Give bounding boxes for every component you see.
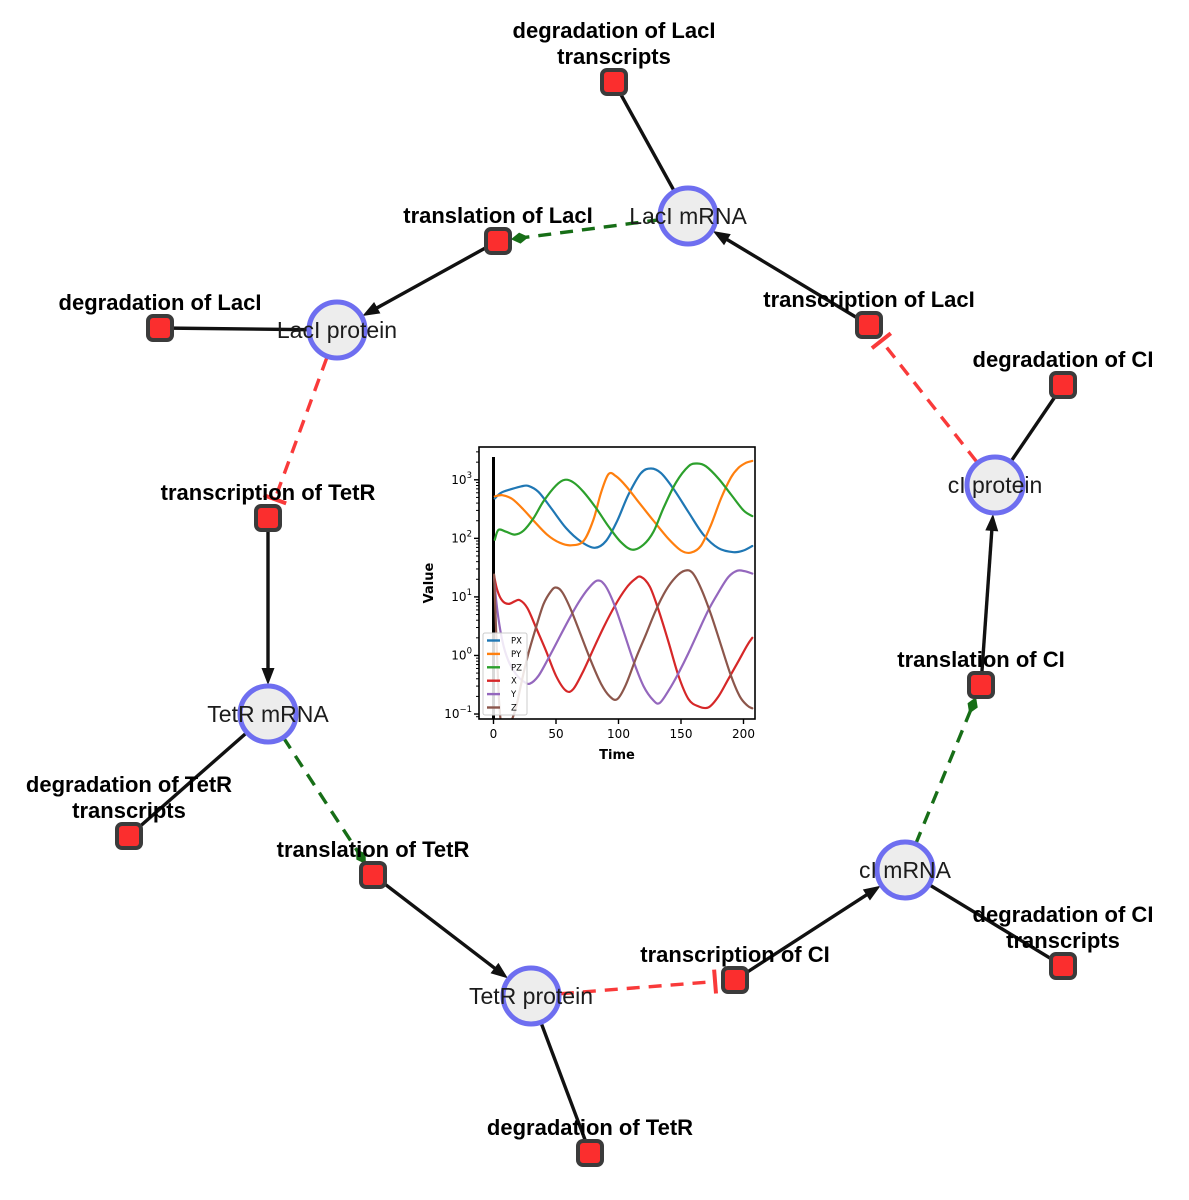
legend-label-x: X [511, 677, 517, 687]
reaction-node-deg-ci-tr[interactable] [1049, 952, 1077, 980]
consumption-edge [904, 868, 1064, 968]
modifier-edge [914, 709, 973, 845]
arrowhead-icon [362, 302, 381, 316]
species-label-tetr-mrna: TetR mRNA [207, 701, 329, 727]
legend-label-py: PY [511, 650, 522, 660]
reaction-node-transcr-laci[interactable] [855, 311, 883, 339]
axes-frame [478, 446, 756, 720]
reaction-label-deg-ci-tr: transcripts [1006, 928, 1120, 953]
reaction-label-transl-laci: translation of LacI [403, 203, 592, 228]
y-tick-label: 100 [451, 646, 472, 662]
species-label-tetr-prot: TetR protein [469, 983, 593, 1009]
reaction-node-transl-tetr[interactable] [359, 861, 387, 889]
series-line-px [493, 467, 754, 554]
reaction-node-transl-ci[interactable] [967, 671, 995, 699]
modifier-arrowhead-icon [510, 232, 529, 244]
labels-layer: degradation of LacItranscriptstranslatio… [26, 18, 1154, 1140]
reaction-node-deg-laci[interactable] [146, 314, 174, 342]
inhibition-edge [560, 980, 710, 996]
reaction-label-transcr-tetr: transcription of TetR [161, 480, 376, 505]
reaction-label-transcr-laci: transcription of LacI [763, 287, 974, 312]
reaction-node-transl-laci[interactable] [484, 227, 512, 255]
arrowhead-icon [490, 962, 508, 979]
arrowhead-icon [985, 513, 999, 532]
consumption-edge [127, 712, 270, 838]
reaction-label-deg-laci: degradation of LacI [59, 290, 262, 315]
x-tick-label: 0 [490, 727, 498, 741]
inhibition-tbar-icon [870, 331, 893, 350]
legend-label-px: PX [511, 637, 522, 647]
y-tick-label: 102 [451, 529, 472, 545]
reaction-node-deg-laci-tr[interactable] [600, 68, 628, 96]
y-tick-label: 101 [451, 588, 472, 604]
reaction-label-deg-ci-tr: degradation of CI [973, 902, 1154, 927]
modifier-arrowhead-icon [967, 697, 978, 714]
modifier-edge [524, 217, 661, 240]
species-label-laci-prot: LacI protein [277, 317, 397, 343]
production-edge [370, 239, 499, 313]
reaction-label-deg-tetr-tr: degradation of TetR [26, 772, 232, 797]
y-axis-label: Value [422, 562, 437, 603]
production-edge [720, 234, 870, 327]
species-node-ci-prot[interactable] [964, 454, 1026, 516]
x-tick-label: 50 [548, 727, 563, 741]
y-tick-label: 103 [451, 471, 472, 487]
species-label-ci-mrna: cI mRNA [859, 857, 952, 883]
species-node-laci-prot[interactable] [306, 299, 368, 361]
inhibition-edge [275, 357, 329, 495]
y-tick-label: 10−1 [444, 705, 472, 721]
nodes-layer [115, 68, 1077, 1167]
inhibition-tbar-icon [262, 493, 287, 506]
series-line-pz [493, 462, 754, 551]
species-node-ci-mrna[interactable] [874, 839, 936, 901]
series-layer [492, 457, 754, 719]
arrowhead-icon [712, 230, 731, 246]
reaction-label-deg-tetr-tr: transcripts [72, 798, 186, 823]
modifier-edge [281, 736, 360, 854]
x-tick-label: 150 [670, 727, 693, 741]
reaction-label-transl-ci: translation of CI [897, 647, 1064, 672]
species-node-tetr-mrna[interactable] [237, 683, 299, 745]
reaction-label-deg-ci: degradation of CI [973, 347, 1154, 372]
reaction-label-deg-laci-tr: transcripts [557, 44, 671, 69]
legend-label-pz: PZ [511, 663, 522, 673]
series-line-py [493, 459, 754, 555]
reaction-label-deg-tetr: degradation of TetR [487, 1115, 693, 1140]
reaction-node-deg-tetr[interactable] [576, 1139, 604, 1167]
reaction-node-deg-tetr-tr[interactable] [115, 822, 143, 850]
production-edge [371, 873, 502, 974]
production-edge [734, 889, 874, 982]
species-label-ci-prot: cI protein [948, 472, 1043, 498]
x-axis-label: Time [599, 748, 635, 763]
species-node-laci-mrna[interactable] [657, 185, 719, 247]
x-tick-label: 200 [732, 727, 755, 741]
reaction-node-deg-ci[interactable] [1049, 371, 1077, 399]
arrowheads-layer [261, 230, 999, 994]
reaction-node-transcr-tetr[interactable] [254, 504, 282, 532]
arrowhead-icon [261, 668, 275, 685]
arrowhead-icon [862, 885, 881, 901]
production-edge [979, 523, 994, 686]
x-tick-label: 100 [607, 727, 630, 741]
legend-label-z: Z [511, 704, 517, 714]
reaction-label-transcr-ci: transcription of CI [640, 942, 829, 967]
inhibition-edge [883, 344, 978, 463]
reaction-node-transcr-ci[interactable] [721, 966, 749, 994]
timeseries-inset-chart: 0 50 100 150 200 103 102 101 100 10−1 Time Value PX P… [422, 446, 756, 763]
reaction-label-transl-tetr: translation of TetR [277, 837, 470, 862]
modifier-arrowhead-icon [356, 849, 366, 865]
inhibition-tbar-icon [712, 969, 718, 994]
species-node-tetr-prot[interactable] [500, 965, 562, 1027]
reaction-label-deg-laci-tr: degradation of LacI [513, 18, 716, 43]
species-label-laci-mrna: LacI mRNA [629, 203, 747, 229]
legend-label-y: Y [510, 690, 517, 700]
